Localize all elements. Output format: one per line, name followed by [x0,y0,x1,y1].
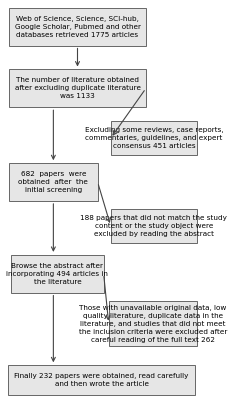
FancyBboxPatch shape [9,8,146,46]
FancyBboxPatch shape [9,70,146,107]
Text: Web of Science, Science, SCI-hub,
Google Scholar, Pubmed and other
databases ret: Web of Science, Science, SCI-hub, Google… [14,16,140,38]
FancyBboxPatch shape [11,255,104,293]
FancyBboxPatch shape [111,209,197,243]
Text: Excluding some reviews, case reports,
commentaries, guidelines, and expert
conse: Excluding some reviews, case reports, co… [85,127,223,149]
FancyBboxPatch shape [9,163,98,201]
FancyBboxPatch shape [8,365,195,395]
FancyBboxPatch shape [111,121,197,155]
Text: 682  papers  were
obtained  after  the
initial screening: 682 papers were obtained after the initi… [18,171,88,193]
Text: Finally 232 papers were obtained, read carefully
and then wrote the article: Finally 232 papers were obtained, read c… [14,373,189,387]
Text: 188 papers that did not match the study
content or the study object were
exclude: 188 papers that did not match the study … [80,215,227,237]
FancyBboxPatch shape [109,301,197,346]
Text: Browse the abstract after
incorporating 494 articles in
the literature: Browse the abstract after incorporating … [7,263,108,285]
Text: The number of literature obtained
after excluding duplicate literature
was 1133: The number of literature obtained after … [14,77,140,99]
Text: Those with unavailable original data, low
quality literature, duplicate data in : Those with unavailable original data, lo… [79,304,227,342]
